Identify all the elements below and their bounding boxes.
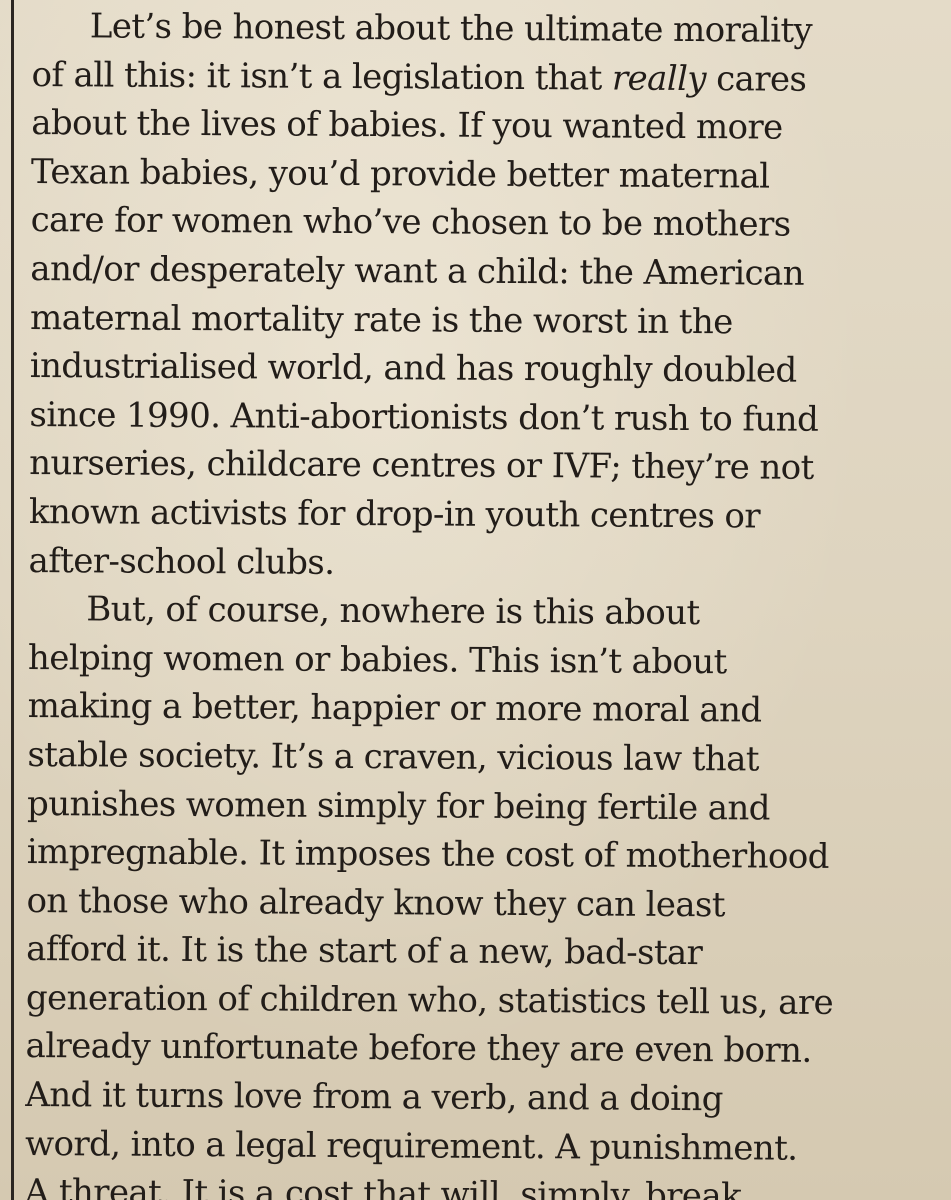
paragraph-1: Let’s be honest about the ultimate moral…	[28, 2, 937, 591]
text-line-end: cares	[705, 58, 807, 100]
text-line: on those who already know they can least	[26, 880, 726, 925]
text-line: afford it. It is the start of a new, bad…	[26, 929, 703, 974]
text-line: And it turns love from a verb, and a doi…	[25, 1075, 724, 1120]
text-line: generation of children who, statistics t…	[25, 977, 834, 1023]
text-line: known activists for drop-in youth centre…	[28, 491, 761, 537]
text-line: Let’s be honest about the ultimate moral…	[89, 6, 813, 51]
text-column: Let’s be honest about the ultimate moral…	[24, 2, 936, 1200]
text-line: care for women who’ve chosen to be mothe…	[30, 200, 791, 246]
text-line-with-emphasis: of all this: it isn’t a legislation that…	[31, 51, 936, 105]
text-line-start: of all this: it isn’t a legislation that	[31, 54, 613, 99]
text-line: nurseries, childcare centres or IVF; the…	[29, 443, 814, 489]
emphasis-word: really	[611, 58, 707, 99]
text-line: maternal mortality rate is the worst in …	[29, 297, 733, 342]
text-line: impregnable. It imposes the cost of moth…	[26, 832, 829, 877]
text-line: punishes women simply for being fertile …	[26, 783, 771, 829]
text-line: after-school clubs.	[28, 540, 335, 583]
text-line: already unfortunate before they are even…	[25, 1026, 812, 1072]
text-line: word, into a legal requirement. A punish…	[24, 1123, 798, 1169]
text-line: since 1990. Anti-abortionists don’t rush…	[29, 394, 819, 440]
column-rule	[11, 0, 14, 1200]
text-line: But, of course, nowhere is this about	[86, 589, 700, 634]
text-line: about the lives of babies. If you wanted…	[31, 103, 783, 148]
text-line: making a better, happier or more moral a…	[27, 686, 762, 731]
text-line: A threat. It is a cost that will, simply…	[24, 1172, 742, 1200]
text-line: and/or desperately want a child: the Ame…	[30, 248, 805, 294]
paragraph-2: But, of course, nowhere is this about he…	[24, 585, 933, 1200]
text-line: helping women or babies. This isn’t abou…	[27, 637, 727, 682]
text-line: Texan babies, you’d provide better mater…	[30, 151, 770, 197]
text-line: industrialised world, and has roughly do…	[29, 346, 797, 391]
text-line: stable society. It’s a craven, vicious l…	[27, 734, 760, 780]
